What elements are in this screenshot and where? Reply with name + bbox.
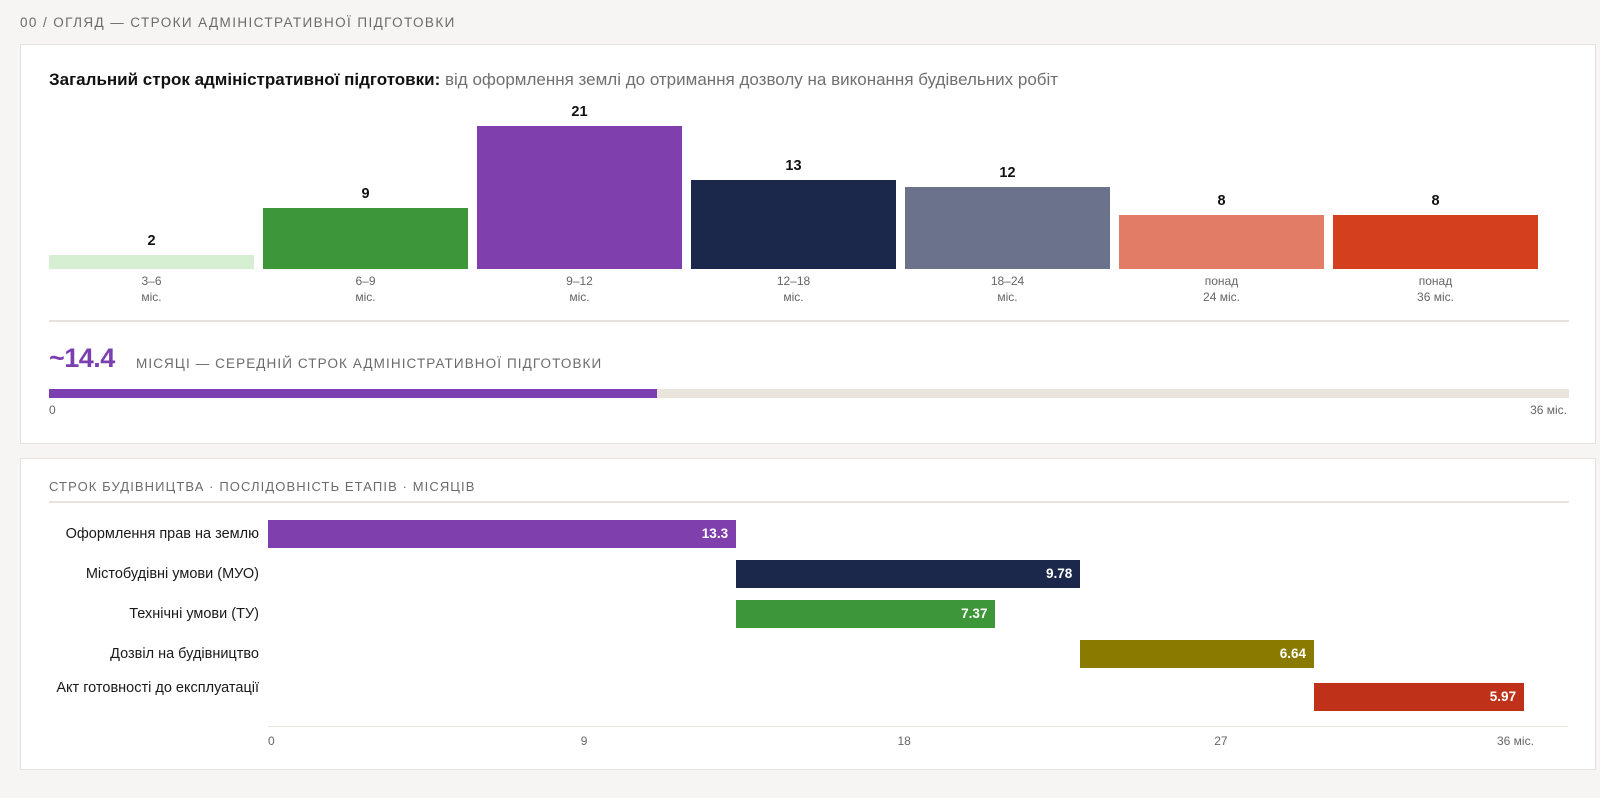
gantt-title: СТРОК БУДІВНИЦТВА · ПОСЛІДОВНІСТЬ ЕТАПІВ… <box>49 479 476 494</box>
gantt-axis-tick: 18 <box>897 734 911 748</box>
gantt-axis-tick: 27 <box>1214 734 1228 748</box>
gantt-task-value: 5.97 <box>1489 689 1517 704</box>
gantt-task-bar: 7.37 <box>736 600 996 628</box>
histogram-bar <box>263 208 468 269</box>
histogram-bar-value: 21 <box>571 104 588 120</box>
average-progress-track <box>49 389 1569 398</box>
histogram-category-label: 12–18 міс. <box>776 274 811 304</box>
histogram-category-label: 3–6 міс. <box>141 274 162 304</box>
gantt-task-bar: 13.3 <box>268 520 737 548</box>
histogram-category-label: 18–24 міс. <box>990 274 1025 304</box>
histogram-bar <box>905 187 1110 269</box>
gantt-task-label: Дозвіл на будівництво <box>110 646 259 662</box>
histogram-category-label: 6–9 міс. <box>355 274 376 304</box>
average-label: МІСЯЦІ — СЕРЕДНІЙ СТРОК АДМІНІСТРАТИВНОЇ… <box>136 356 603 371</box>
histogram-category-label: понад 24 міс. <box>1203 274 1240 304</box>
gantt-divider <box>49 501 1569 503</box>
gantt-task-value: 7.37 <box>961 606 988 621</box>
gantt-task-bar: 5.97 <box>1313 683 1525 711</box>
gantt-task-label: Містобудівні умови (МУО) <box>85 566 259 582</box>
gantt-task-bar: 6.64 <box>1080 640 1314 668</box>
gantt-axis-tick: 9 <box>580 734 588 748</box>
average-progress-fill <box>49 389 657 398</box>
gantt-task-value: 13.3 <box>701 526 729 541</box>
progress-min-label: 0 <box>49 403 56 417</box>
histogram-bar <box>49 255 254 269</box>
histogram-category-label: понад 36 міс. <box>1417 274 1454 304</box>
histogram-bar-value: 9 <box>361 186 370 202</box>
histogram-title: Загальний строк адміністративної підгото… <box>49 70 1058 90</box>
gantt-task-label: Акт готовності до експлуатації <box>56 680 259 696</box>
gantt-task-value: 6.64 <box>1279 646 1306 661</box>
gantt-task-value: 9.78 <box>1045 566 1073 581</box>
progress-max-label: 36 міс. <box>1530 403 1567 417</box>
histogram-bar <box>1333 215 1538 269</box>
gantt-axis-tick: 36 міс. <box>1497 734 1534 748</box>
histogram-title-subtitle: від оформлення землі до отримання дозвол… <box>440 70 1059 89</box>
section-label: 00 / ОГЛЯД — СТРОКИ АДМІНІСТРАТИВНОЇ ПІД… <box>20 15 456 30</box>
histogram-bar-value: 13 <box>785 158 802 174</box>
gantt-task-label: Оформлення прав на землю <box>65 526 259 542</box>
histogram-bar <box>691 180 896 269</box>
histogram-title-bold: Загальний строк адміністративної підгото… <box>49 70 441 89</box>
histogram-bar <box>1119 215 1324 269</box>
histogram-panel: Загальний строк адміністративної підгото… <box>20 44 1596 444</box>
average-value: ~14.4 <box>49 343 115 373</box>
gantt-axis-line <box>268 726 1568 727</box>
histogram-category-label: 9–12 міс. <box>566 274 593 304</box>
histogram-bar-value: 12 <box>999 165 1016 181</box>
gantt-task-bar: 9.78 <box>736 560 1081 588</box>
gantt-chart: Оформлення прав на землю 13.3 Містобудівні… <box>21 459 1597 771</box>
histogram-bar-value: 2 <box>147 233 156 249</box>
gantt-axis-tick: 0 <box>268 734 275 748</box>
gantt-task-label: Технічні умови (ТУ) <box>129 606 259 622</box>
gantt-panel: СТРОК БУДІВНИЦТВА · ПОСЛІДОВНІСТЬ ЕТАПІВ… <box>20 458 1596 770</box>
histogram-bar-value: 8 <box>1431 193 1440 209</box>
histogram-divider <box>49 320 1569 322</box>
histogram-chart: 2 3–6 міс. 9 6–9 міс. 21 9–12 міс. 13 12–18 міс. 12 1… <box>21 45 1597 365</box>
histogram-bar <box>477 126 682 269</box>
histogram-bar-value: 8 <box>1217 193 1226 209</box>
